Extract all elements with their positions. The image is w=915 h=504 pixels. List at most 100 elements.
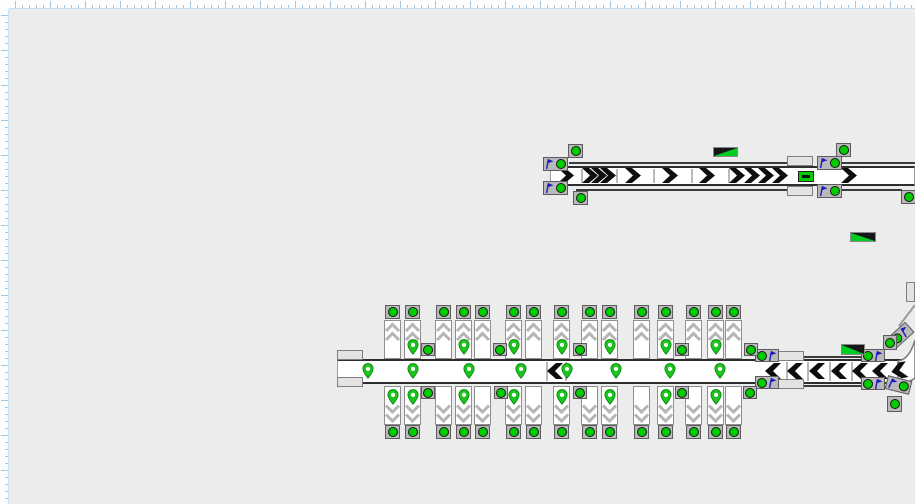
spur-status-light[interactable] bbox=[385, 305, 400, 319]
spur-status-light[interactable] bbox=[526, 425, 541, 439]
status-light[interactable] bbox=[836, 143, 851, 157]
spur-belt[interactable] bbox=[657, 386, 674, 425]
photo-eye-sensor[interactable] bbox=[861, 377, 885, 390]
status-light[interactable] bbox=[675, 343, 689, 356]
photo-eye-sensor[interactable] bbox=[884, 375, 913, 395]
ramp-indicator[interactable] bbox=[841, 344, 865, 355]
spur-belt[interactable] bbox=[404, 386, 421, 425]
belt-location-pin[interactable] bbox=[664, 363, 676, 379]
spur-status-light[interactable] bbox=[708, 305, 723, 319]
spur-status-light[interactable] bbox=[634, 425, 649, 439]
belt-end-cap[interactable] bbox=[906, 282, 915, 302]
spur-status-light[interactable] bbox=[602, 425, 617, 439]
spur-status-light[interactable] bbox=[708, 425, 723, 439]
spur-status-light[interactable] bbox=[526, 305, 541, 319]
spur-status-light[interactable] bbox=[456, 425, 471, 439]
spur-belt[interactable] bbox=[384, 320, 401, 359]
spur-status-light[interactable] bbox=[436, 305, 451, 319]
belt-location-pin[interactable] bbox=[362, 363, 374, 379]
spur-belt[interactable] bbox=[581, 320, 598, 359]
spur-belt[interactable] bbox=[657, 320, 674, 359]
spur-status-light[interactable] bbox=[726, 425, 741, 439]
status-light[interactable] bbox=[568, 144, 583, 158]
belt-end-cap[interactable] bbox=[337, 350, 363, 360]
spur-belt[interactable] bbox=[435, 386, 452, 425]
status-light[interactable] bbox=[573, 343, 587, 356]
spur-belt[interactable] bbox=[474, 386, 491, 425]
photo-eye-sensor[interactable] bbox=[543, 181, 568, 195]
photo-eye-sensor[interactable] bbox=[755, 349, 779, 362]
belt-location-pin[interactable] bbox=[610, 363, 622, 379]
photo-eye-sensor[interactable] bbox=[883, 335, 897, 350]
spur-belt[interactable] bbox=[525, 320, 542, 359]
status-light[interactable] bbox=[573, 191, 588, 205]
spur-status-light[interactable] bbox=[405, 425, 420, 439]
photo-eye-sensor[interactable] bbox=[887, 396, 902, 412]
spur-status-light[interactable] bbox=[582, 305, 597, 319]
belt-end-cap[interactable] bbox=[787, 186, 813, 196]
spur-status-light[interactable] bbox=[634, 305, 649, 319]
belt-end-cap[interactable] bbox=[778, 379, 804, 389]
spur-status-light[interactable] bbox=[405, 305, 420, 319]
status-light[interactable] bbox=[421, 343, 435, 356]
spur-belt[interactable] bbox=[435, 320, 452, 359]
ramp-indicator[interactable] bbox=[850, 232, 876, 242]
photo-eye-sensor[interactable] bbox=[861, 349, 885, 362]
spur-belt[interactable] bbox=[455, 386, 472, 425]
photo-eye-sensor[interactable] bbox=[817, 156, 842, 170]
photo-eye-sensor[interactable] bbox=[817, 184, 842, 198]
spur-belt[interactable] bbox=[725, 320, 742, 359]
spur-status-light[interactable] bbox=[726, 305, 741, 319]
spur-belt[interactable] bbox=[707, 320, 724, 359]
belt-location-pin[interactable] bbox=[463, 363, 475, 379]
spur-status-light[interactable] bbox=[686, 305, 701, 319]
belt-location-pin[interactable] bbox=[515, 363, 527, 379]
spur-belt[interactable] bbox=[633, 320, 650, 359]
belt-location-pin[interactable] bbox=[407, 363, 419, 379]
spur-status-light[interactable] bbox=[475, 425, 490, 439]
spur-belt[interactable] bbox=[525, 386, 542, 425]
status-light[interactable] bbox=[744, 343, 758, 356]
spur-belt[interactable] bbox=[553, 386, 570, 425]
spur-status-light[interactable] bbox=[658, 425, 673, 439]
spur-belt[interactable] bbox=[384, 386, 401, 425]
status-light[interactable] bbox=[493, 343, 507, 356]
spur-belt[interactable] bbox=[505, 386, 522, 425]
spur-status-light[interactable] bbox=[658, 305, 673, 319]
photo-eye-sensor[interactable] bbox=[887, 321, 915, 349]
spur-status-light[interactable] bbox=[436, 425, 451, 439]
status-light[interactable] bbox=[494, 386, 508, 399]
spur-belt[interactable] bbox=[633, 386, 650, 425]
spur-belt[interactable] bbox=[685, 386, 702, 425]
spur-status-light[interactable] bbox=[456, 305, 471, 319]
spur-status-light[interactable] bbox=[686, 425, 701, 439]
status-light[interactable] bbox=[743, 386, 757, 399]
spur-status-light[interactable] bbox=[385, 425, 400, 439]
spur-status-light[interactable] bbox=[554, 305, 569, 319]
spur-belt[interactable] bbox=[404, 320, 421, 359]
photo-eye-sensor[interactable] bbox=[755, 376, 779, 389]
status-light[interactable] bbox=[675, 386, 689, 399]
spur-status-light[interactable] bbox=[475, 305, 490, 319]
belt-location-pin[interactable] bbox=[561, 363, 573, 379]
status-light[interactable] bbox=[901, 190, 915, 204]
spur-belt[interactable] bbox=[601, 320, 618, 359]
spur-belt[interactable] bbox=[505, 320, 522, 359]
photo-eye-sensor[interactable] bbox=[543, 157, 568, 171]
status-light[interactable] bbox=[573, 386, 587, 399]
spur-belt[interactable] bbox=[707, 386, 724, 425]
spur-belt[interactable] bbox=[601, 386, 618, 425]
belt-end-cap[interactable] bbox=[787, 156, 813, 166]
belt-stop[interactable] bbox=[798, 171, 814, 182]
spur-belt[interactable] bbox=[725, 386, 742, 425]
belt-end-cap[interactable] bbox=[337, 377, 363, 387]
ramp-indicator[interactable] bbox=[713, 147, 738, 157]
spur-belt[interactable] bbox=[553, 320, 570, 359]
status-light[interactable] bbox=[421, 386, 435, 399]
spur-status-light[interactable] bbox=[506, 305, 521, 319]
spur-status-light[interactable] bbox=[602, 305, 617, 319]
spur-belt[interactable] bbox=[455, 320, 472, 359]
belt-location-pin[interactable] bbox=[714, 363, 726, 379]
spur-status-light[interactable] bbox=[582, 425, 597, 439]
